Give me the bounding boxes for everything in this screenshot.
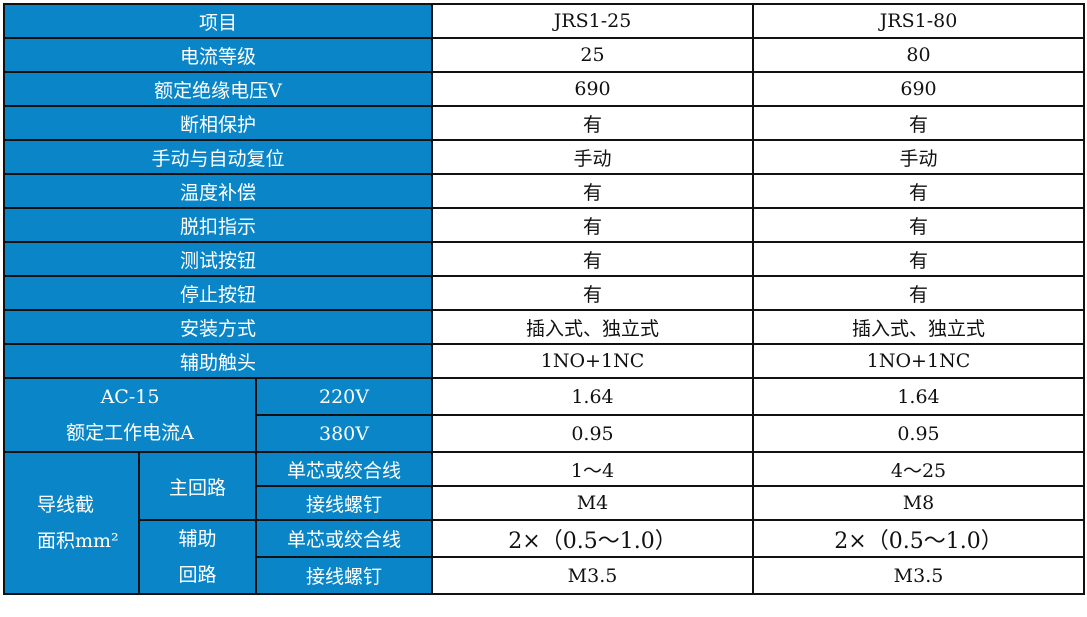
voltage-label: 380V: [255, 414, 433, 453]
row-label: 测试按钮: [3, 241, 433, 277]
cell-value: 有: [752, 275, 1085, 311]
cell-value: 1NO+1NC: [431, 343, 754, 379]
row-label: 接线螺钉: [255, 556, 433, 595]
cell-value: 有: [752, 207, 1085, 243]
header-model: JRS1-80: [752, 3, 1085, 39]
header-model: JRS1-25: [431, 3, 754, 39]
ac15-label: AC-15 额定工作电流A: [3, 377, 257, 453]
table-row: 辅助 回路 单芯或绞合线 2×（0.5～1.0） 2×（0.5～1.0）: [4, 519, 1085, 595]
cell-value: M3.5: [431, 556, 754, 595]
cell-value: 插入式、独立式: [752, 309, 1085, 345]
table-row: 温度补偿有有: [3, 173, 1085, 209]
table-row: 项目 JRS1-25 JRS1-80: [3, 3, 1085, 39]
row-label: 额定绝缘电压V: [3, 71, 433, 107]
cell-value: 有: [431, 105, 754, 141]
row-label: 安装方式: [3, 309, 433, 345]
ac15-label-line2: 额定工作电流A: [66, 422, 194, 444]
table-row: 测试按钮有有: [3, 241, 1085, 277]
table-row: 断相保护有有: [3, 105, 1085, 141]
row-label: 接线螺钉: [255, 485, 433, 521]
cell-value: 4～25: [752, 451, 1085, 487]
cell-value: M3.5: [752, 556, 1085, 595]
cell-value: 690: [431, 71, 754, 107]
row-label: 单芯或绞合线: [255, 451, 433, 487]
cell-value: 0.95: [752, 414, 1085, 453]
table-row: 辅助触头 1NO+1NC 1NO+1NC: [3, 343, 1085, 379]
wire-label: 导线截面积mm²: [3, 451, 140, 595]
cell-value: 0.95: [431, 414, 754, 453]
cell-value: 1.64: [752, 377, 1085, 416]
table-row: 停止按钮有有: [3, 275, 1085, 311]
table-row: 额定绝缘电压V 690 690: [3, 71, 1085, 107]
wire-label-line2: 面积mm²: [37, 530, 119, 552]
cell-value: M4: [431, 485, 754, 521]
cell-value: 有: [752, 105, 1085, 141]
table-row: 脱扣指示有有: [3, 207, 1085, 243]
cell-value: 有: [431, 173, 754, 209]
wire-label-line1: 导线截: [37, 494, 95, 516]
header-item: 项目: [3, 3, 433, 39]
cell-value: 1.64: [431, 377, 754, 416]
table-row: 380V 0.95 0.95: [4, 414, 1085, 453]
cell-value: 插入式、独立式: [431, 309, 754, 345]
row-label: 断相保护: [3, 105, 433, 141]
cell-value: 2×（0.5～1.0）: [431, 519, 754, 558]
cell-value: 25: [431, 37, 754, 73]
table-row: AC-15 额定工作电流A 220V 1.64 1.64: [3, 377, 1085, 453]
row-label: 停止按钮: [3, 275, 433, 311]
table-row: 接线螺钉 M4 M8: [4, 485, 1085, 521]
voltage-label: 220V: [255, 377, 433, 416]
table-row: 安装方式 插入式、独立式 插入式、独立式: [3, 309, 1085, 345]
cell-value: 1～4: [431, 451, 754, 487]
row-label: 单芯或绞合线: [255, 519, 433, 558]
cell-value: 2×（0.5～1.0）: [752, 519, 1085, 558]
table-row: 电流等级 25 80: [3, 37, 1085, 73]
cell-value: 手动: [752, 139, 1085, 175]
cell-value: 有: [752, 173, 1085, 209]
aux-circuit-label: 辅助 回路: [138, 519, 257, 595]
row-label: 温度补偿: [3, 173, 433, 209]
cell-value: 有: [431, 207, 754, 243]
ac15-label-line1: AC-15: [100, 386, 160, 408]
cell-value: 有: [431, 275, 754, 311]
table-row: 接线螺钉 M3.5 M3.5: [4, 556, 1085, 595]
cell-value: 1NO+1NC: [752, 343, 1085, 379]
cell-value: 80: [752, 37, 1085, 73]
table-row: 手动与自动复位 手动 手动: [3, 139, 1085, 175]
aux-label-line1: 辅助: [178, 528, 217, 550]
cell-value: 手动: [431, 139, 754, 175]
main-circuit-label: 主回路: [138, 451, 257, 521]
row-label: 电流等级: [3, 37, 433, 73]
cell-value: 有: [431, 241, 754, 277]
cell-value: 690: [752, 71, 1085, 107]
row-label: 手动与自动复位: [3, 139, 433, 175]
cell-value: 有: [752, 241, 1085, 277]
row-label: 辅助触头: [3, 343, 433, 379]
table-row: 导线截 面积mm² 主回路 单芯或绞合线 1～4 4～25: [3, 451, 1085, 595]
row-label: 脱扣指示: [3, 207, 433, 243]
cell-value: M8: [752, 485, 1085, 521]
spec-table: 项目 JRS1-25 JRS1-80 电流等级 25 80 额定绝缘电压V 690 690 断相…: [3, 3, 1085, 595]
aux-label-line2: 回路: [178, 564, 217, 586]
